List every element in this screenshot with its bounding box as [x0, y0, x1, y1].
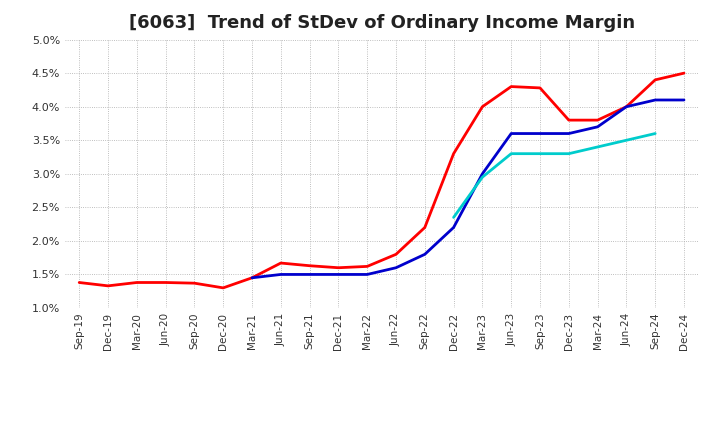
5 Years — [507, 131, 516, 136]
3 Years — [248, 275, 256, 280]
5 Years — [248, 275, 256, 280]
5 Years — [334, 272, 343, 277]
5 Years — [680, 97, 688, 103]
5 Years — [449, 225, 458, 230]
7 Years — [622, 138, 631, 143]
5 Years — [564, 131, 573, 136]
3 Years — [276, 260, 285, 266]
3 Years — [536, 85, 544, 91]
5 Years — [276, 272, 285, 277]
Line: 3 Years: 3 Years — [79, 73, 684, 288]
Title: [6063]  Trend of StDev of Ordinary Income Margin: [6063] Trend of StDev of Ordinary Income… — [129, 15, 634, 33]
3 Years — [392, 252, 400, 257]
3 Years — [420, 225, 429, 230]
3 Years — [507, 84, 516, 89]
3 Years — [680, 70, 688, 76]
3 Years — [334, 265, 343, 270]
3 Years — [593, 117, 602, 123]
7 Years — [564, 151, 573, 156]
7 Years — [536, 151, 544, 156]
7 Years — [507, 151, 516, 156]
5 Years — [536, 131, 544, 136]
3 Years — [75, 280, 84, 285]
3 Years — [651, 77, 660, 83]
5 Years — [305, 272, 314, 277]
3 Years — [104, 283, 112, 289]
7 Years — [478, 175, 487, 180]
3 Years — [363, 264, 372, 269]
3 Years — [478, 104, 487, 109]
7 Years — [593, 144, 602, 150]
3 Years — [564, 117, 573, 123]
5 Years — [478, 171, 487, 176]
3 Years — [622, 104, 631, 109]
7 Years — [651, 131, 660, 136]
5 Years — [392, 265, 400, 270]
5 Years — [651, 97, 660, 103]
3 Years — [132, 280, 141, 285]
7 Years — [449, 215, 458, 220]
3 Years — [219, 285, 228, 290]
3 Years — [190, 281, 199, 286]
3 Years — [161, 280, 170, 285]
3 Years — [305, 263, 314, 268]
5 Years — [363, 272, 372, 277]
5 Years — [420, 252, 429, 257]
5 Years — [593, 124, 602, 129]
3 Years — [449, 151, 458, 156]
Line: 7 Years: 7 Years — [454, 134, 655, 217]
Line: 5 Years: 5 Years — [252, 100, 684, 278]
5 Years — [622, 104, 631, 109]
